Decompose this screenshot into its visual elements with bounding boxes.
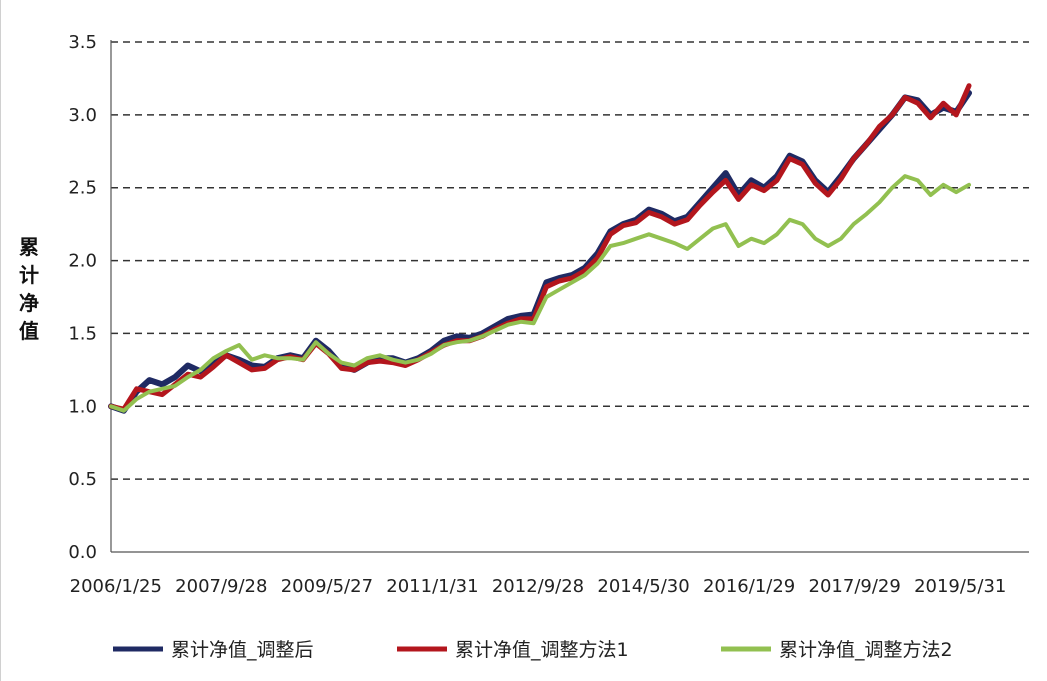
legend-item-1: 累计净值_调整后 <box>113 639 314 661</box>
y-tick-label: 2.0 <box>68 251 97 272</box>
legend: 累计净值_调整后 累计净值_调整方法1 累计净值_调整方法2 <box>113 639 953 661</box>
x-tick-label: 2006/1/25 <box>70 576 162 597</box>
y-tick-label: 1.0 <box>68 396 97 417</box>
y-tick-label: 0.0 <box>68 542 97 563</box>
y-tick-label: 2.5 <box>68 178 97 199</box>
legend-item-3: 累计净值_调整方法2 <box>721 639 953 661</box>
y-axis-label-char: 净 <box>19 291 39 315</box>
y-tick-label: 3.0 <box>68 105 97 126</box>
x-tick-label: 2016/1/29 <box>703 576 795 597</box>
axes <box>110 40 1029 553</box>
legend-item-2: 累计净值_调整方法1 <box>397 639 629 661</box>
series-lines <box>108 83 972 414</box>
y-tick-label: 1.5 <box>68 323 97 344</box>
y-axis-label-char: 累 <box>19 235 39 259</box>
x-tick-label: 2019/5/31 <box>914 576 1006 597</box>
x-tick-label: 2009/5/27 <box>281 576 373 597</box>
x-tick-label: 2011/1/31 <box>386 576 478 597</box>
y-axis-label: 累计净值 <box>19 235 39 343</box>
series-line-3 <box>109 174 971 413</box>
y-tick-label: 0.5 <box>68 469 97 490</box>
y-tick-labels: 0.0 0.5 1.0 1.5 2.0 2.5 3.0 3.5 <box>68 32 97 563</box>
series-line-2 <box>108 83 972 412</box>
legend-label: 累计净值_调整后 <box>171 639 314 661</box>
y-axis-label-char: 值 <box>19 319 39 343</box>
legend-label: 累计净值_调整方法2 <box>779 639 953 661</box>
x-tick-label: 2007/9/28 <box>175 576 267 597</box>
legend-label: 累计净值_调整方法1 <box>455 639 629 661</box>
y-tick-label: 3.5 <box>68 32 97 53</box>
y-axis-label-char: 计 <box>19 263 39 287</box>
gridlines <box>111 41 1029 480</box>
x-tick-label: 2014/5/30 <box>597 576 689 597</box>
x-tick-label: 2012/9/28 <box>492 576 584 597</box>
x-tick-label: 2017/9/29 <box>809 576 901 597</box>
x-tick-labels: 2006/1/25 2007/9/28 2009/5/27 2011/1/31 2012… <box>70 576 1007 597</box>
